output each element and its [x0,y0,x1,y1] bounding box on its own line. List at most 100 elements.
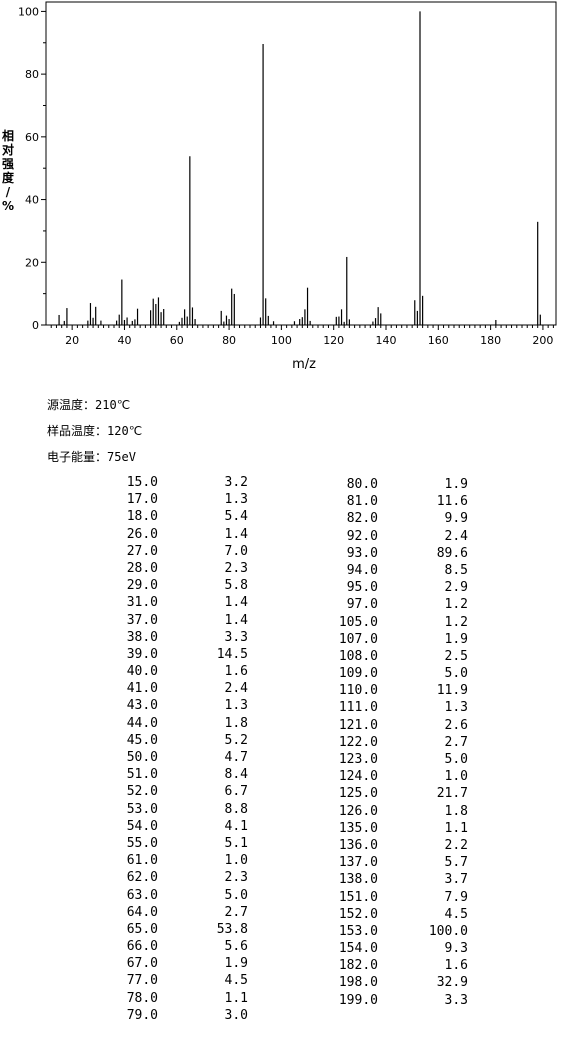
mz-value: 108.0 [338,648,378,664]
abundance-value: 2.7 [224,904,248,920]
abundance-value: 5.0 [224,887,248,903]
abundance-value: 1.3 [224,492,248,508]
abundance-value: 9.3 [444,941,468,957]
electron-energy-label: 电子能量： [47,450,108,464]
abundance-value: 2.9 [444,580,468,596]
x-tick-label: 140 [376,334,397,347]
abundance-value: 2.4 [444,528,468,544]
abundance-value: 3.0 [224,1007,248,1023]
x-tick-label: 80 [222,334,236,347]
x-tick-label: 20 [65,334,79,347]
peak-table-row: 52.0 6.7 [98,783,248,800]
peak-table-row: 18.0 5.4 [98,508,248,525]
abundance-value: 2.5 [444,648,468,664]
abundance-value: 4.7 [224,750,248,765]
peak-table-row: 26.0 1.4 [98,526,248,543]
mz-value: 198.0 [338,975,378,991]
x-tick-label: 120 [323,334,344,347]
electron-energy-value: 75eV [107,450,136,464]
x-tick-label: 160 [428,334,449,347]
mz-value: 93.0 [346,545,378,561]
source-temp: 源温度：210℃ [47,396,142,422]
peak-table-row: 54.0 4.1 [98,818,248,835]
y-tick-label: 80 [25,68,39,81]
peak-table-row: 107.0 1.9 [318,631,468,648]
mz-value: 66.0 [126,939,158,955]
mz-value: 110.0 [338,683,378,699]
mz-value: 135.0 [338,820,378,836]
peak-table-row: 111.0 1.3 [318,699,468,716]
peak-table-row: 81.0 11.6 [318,493,468,510]
abundance-value: 5.2 [224,732,248,748]
peak-table-row: 55.0 5.1 [98,835,248,852]
source-temp-value: 210℃ [95,398,131,412]
peak-table-row: 151.0 7.9 [318,889,468,906]
peak-table-row: 94.0 8.5 [318,562,468,579]
x-tick-label: 100 [271,334,292,347]
mz-value: 38.0 [126,629,158,645]
mz-value: 52.0 [126,784,158,800]
abundance-value: 11.9 [436,683,468,699]
peak-table-row: 50.0 4.7 [98,749,248,766]
abundance-value: 5.4 [224,509,248,525]
mz-value: 81.0 [346,494,378,510]
mz-value: 152.0 [338,906,378,922]
mz-value: 31.0 [126,595,158,611]
mz-value: 136.0 [338,837,378,853]
peak-table-row: 152.0 4.5 [318,906,468,923]
x-tick-label: 40 [117,334,131,347]
mz-value: 55.0 [126,835,158,851]
electron-energy: 电子能量：75eV [47,448,142,474]
peak-table-row: 126.0 1.8 [318,803,468,820]
y-tick-label: 0 [32,319,39,332]
abundance-value: 2.4 [224,681,248,697]
peak-table-row: 63.0 5.0 [98,887,248,904]
abundance-value: 8.8 [224,801,248,817]
peak-table-row: 138.0 3.7 [318,871,468,888]
mz-value: 151.0 [338,889,378,905]
mz-value: 138.0 [338,872,378,888]
mz-value: 43.0 [126,698,158,714]
peak-table-row: 31.0 1.4 [98,594,248,611]
mz-value: 63.0 [126,887,158,903]
mz-value: 67.0 [126,956,158,972]
conditions: 源温度：210℃ 样品温度：120℃ 电子能量：75eV [47,396,142,474]
mz-value: 153.0 [338,923,378,939]
mz-value: 125.0 [338,786,378,802]
peak-table-row: 64.0 2.7 [98,904,248,921]
peak-table-row: 28.0 2.3 [98,560,248,577]
abundance-value: 89.6 [436,545,468,561]
sample-temp: 样品温度：120℃ [47,422,142,448]
peak-table-row: 121.0 2.6 [318,717,468,734]
mz-value: 39.0 [126,646,158,662]
abundance-value: 2.7 [444,734,468,750]
abundance-value: 1.3 [224,698,248,714]
peak-table-row: 182.0 1.6 [318,957,468,974]
peak-table-row: 135.0 1.1 [318,820,468,837]
abundance-value: 1.3 [444,700,468,716]
abundance-value: 9.9 [444,511,468,527]
peak-table-row: 123.0 5.0 [318,751,468,768]
y-tick-label: 60 [25,131,39,144]
mz-value: 29.0 [126,578,158,594]
peak-table-row: 97.0 1.2 [318,596,468,613]
abundance-value: 1.9 [444,631,468,647]
mz-value: 53.0 [126,801,158,817]
abundance-value: 8.4 [224,767,248,783]
abundance-value: 3.7 [444,872,468,888]
mz-value: 51.0 [126,767,158,783]
mz-value: 62.0 [126,870,158,886]
abundance-value: 1.8 [224,715,248,731]
peak-table-left: 15.0 3.2 17.0 1.3 18.0 5.4 26.0 1.4 27.0 7.0 28.0 2… [98,474,248,1024]
mz-value: 40.0 [126,664,158,680]
peak-table-row: 137.0 5.7 [318,854,468,871]
plot-frame [45,1,557,326]
mz-value: 65.0 [126,921,158,937]
peak-table-row: 105.0 1.2 [318,614,468,631]
abundance-value: 5.0 [444,752,468,767]
peak-table-row: 82.0 9.9 [318,510,468,527]
peak-table-row: 17.0 1.3 [98,491,248,508]
x-tick-label: 200 [532,334,553,347]
mz-value: 28.0 [126,560,158,576]
y-tick-label: 100 [18,5,39,18]
